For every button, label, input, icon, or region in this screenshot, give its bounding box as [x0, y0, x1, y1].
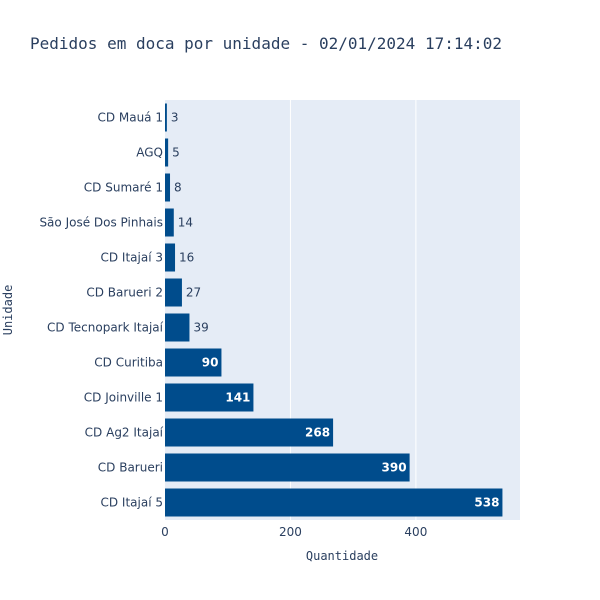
bar: [165, 103, 167, 132]
data-label: 90: [202, 356, 219, 370]
x-axis-title: Quantidade: [306, 549, 378, 563]
bar: [165, 348, 222, 377]
y-tick-labels: CD Mauá 1 AGQ CD Sumaré 1 São José Dos Pinh…: [39, 111, 163, 510]
data-label: 27: [186, 286, 201, 300]
bar: [165, 278, 182, 307]
y-tick-label: CD Curitiba: [94, 356, 163, 370]
x-tick-label: 200: [279, 525, 302, 539]
y-tick-label: CD Barueri: [98, 461, 163, 475]
y-tick-label: São José Dos Pinhais: [39, 216, 163, 230]
gridlines: [289, 100, 417, 520]
data-label: 39: [193, 321, 208, 335]
y-tick-label: AGQ: [136, 146, 163, 160]
data-label: 538: [474, 496, 499, 510]
bar: [165, 418, 334, 447]
y-tick-label: CD Itajaí 3: [100, 251, 163, 265]
data-label: 390: [382, 461, 407, 475]
bars: [165, 103, 503, 517]
y-tick-label: CD Sumaré 1: [84, 181, 163, 195]
y-tick-label: CD Ag2 Itajaí: [85, 426, 164, 440]
plot-background: [165, 100, 520, 520]
y-tick-label: CD Mauá 1: [97, 111, 163, 125]
bar: [165, 453, 410, 482]
bar: [165, 173, 171, 202]
y-tick-label: CD Barueri 2: [86, 286, 163, 300]
data-label: 3: [171, 111, 179, 125]
y-tick-label: CD Joinville 1: [84, 391, 163, 405]
x-tick-label: 0: [161, 525, 169, 539]
x-tick-label: 400: [404, 525, 427, 539]
y-tick-label: CD Itajaí 5: [100, 496, 163, 510]
data-labels: 3 5 8 14 16 27 39 90 141 268 390 538: [171, 111, 500, 510]
data-label: 5: [172, 146, 180, 160]
data-label: 8: [174, 181, 182, 195]
data-label: 14: [178, 216, 193, 230]
y-tick-label: CD Tecnopark Itajaí: [47, 321, 164, 335]
bar: [165, 488, 503, 517]
data-label: 268: [305, 426, 330, 440]
bar: [165, 138, 169, 167]
data-label: 16: [179, 251, 194, 265]
x-tick-labels: 0 200 400: [161, 525, 427, 539]
bar: [165, 243, 176, 272]
chart-title: Pedidos em doca por unidade - 02/01/2024…: [30, 34, 503, 53]
data-label: 141: [225, 391, 250, 405]
bar: [165, 383, 254, 412]
y-axis-title: Unidade: [1, 285, 15, 336]
bar: [165, 208, 174, 237]
bar: [165, 313, 190, 342]
